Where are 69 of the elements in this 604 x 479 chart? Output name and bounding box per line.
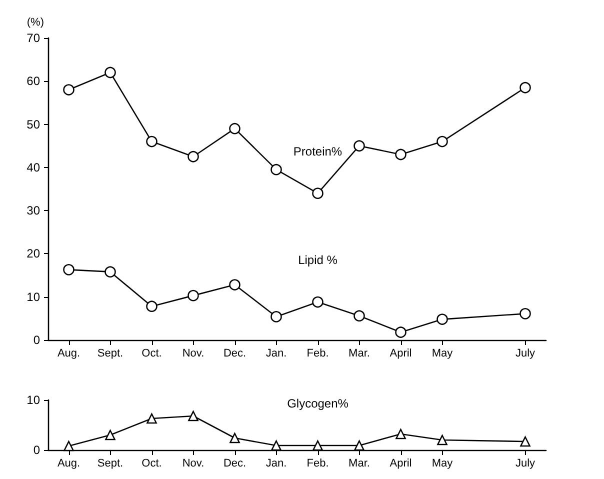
x-tick-label: Dec.: [223, 458, 246, 470]
x-tick-label: Dec.: [223, 348, 246, 360]
point: [354, 440, 364, 451]
point: [105, 430, 116, 440]
y-tick-label: 30: [26, 204, 40, 218]
x-tick-label: Jan.: [266, 458, 287, 470]
x-tick-label: May: [432, 348, 454, 360]
point: [437, 434, 448, 446]
x-tick-label: Sept.: [97, 348, 124, 360]
x-tick-label: Aug.: [57, 348, 80, 360]
x-tick-label: April: [390, 348, 412, 360]
point: [229, 279, 240, 290]
y-tick-label: 50: [26, 117, 40, 132]
point: [188, 150, 199, 162]
point: [520, 308, 531, 320]
y-tick-label: 20: [26, 246, 40, 261]
x-tick-label: Feb.: [306, 458, 329, 470]
x-tick-label: Oct.: [142, 348, 162, 360]
y-axis-title: (%): [26, 16, 44, 28]
point: [188, 290, 199, 302]
point: [270, 164, 282, 176]
y-tick-label: 0: [33, 443, 40, 457]
point: [354, 140, 365, 152]
point: [520, 82, 531, 94]
point: [436, 136, 448, 148]
x-tick-label: Jan.: [266, 348, 287, 360]
x-tick-label: Aug.: [57, 458, 80, 470]
y-tick-label: 70: [26, 31, 40, 45]
y-tick-label: 10: [26, 290, 40, 304]
x-tick-label: Mar.: [348, 458, 370, 470]
series-label: Protein%: [293, 144, 342, 158]
point: [520, 436, 530, 447]
point: [64, 440, 74, 452]
point: [312, 296, 324, 308]
point: [230, 432, 240, 444]
x-tick-label: July: [515, 348, 536, 360]
x-tick-label: Sept.: [97, 458, 124, 470]
text: Lipid %: [298, 253, 338, 268]
point: [395, 326, 406, 338]
x-tick-label: Feb.: [306, 348, 329, 360]
text: Glycogen%: [287, 396, 349, 410]
point: [104, 66, 116, 78]
point: [396, 428, 406, 440]
point: [271, 440, 282, 451]
point: [270, 311, 282, 322]
x-tick-label: Oct.: [142, 458, 162, 470]
x-tick-label: Nov.: [182, 458, 204, 470]
y-tick-label: 60: [26, 74, 40, 88]
point: [436, 314, 448, 325]
y-tick-label: 40: [26, 160, 40, 174]
x-tick-label: May: [432, 458, 454, 470]
x-tick-label: Nov.: [182, 348, 204, 360]
point: [229, 122, 240, 134]
point: [395, 148, 406, 160]
point: [146, 136, 158, 148]
point: [146, 300, 158, 312]
y-tick-label: 10: [26, 393, 40, 407]
x-tick-label: April: [390, 458, 412, 470]
x-tick-label: July: [515, 458, 536, 470]
point: [63, 264, 74, 276]
point: [312, 188, 324, 199]
x-tick-label: Mar.: [348, 348, 370, 360]
point: [146, 413, 157, 424]
y-tick-label: 0: [33, 333, 40, 347]
point: [354, 310, 365, 322]
point: [312, 440, 323, 451]
point: [104, 266, 116, 278]
point: [188, 410, 198, 422]
point: [63, 84, 74, 96]
